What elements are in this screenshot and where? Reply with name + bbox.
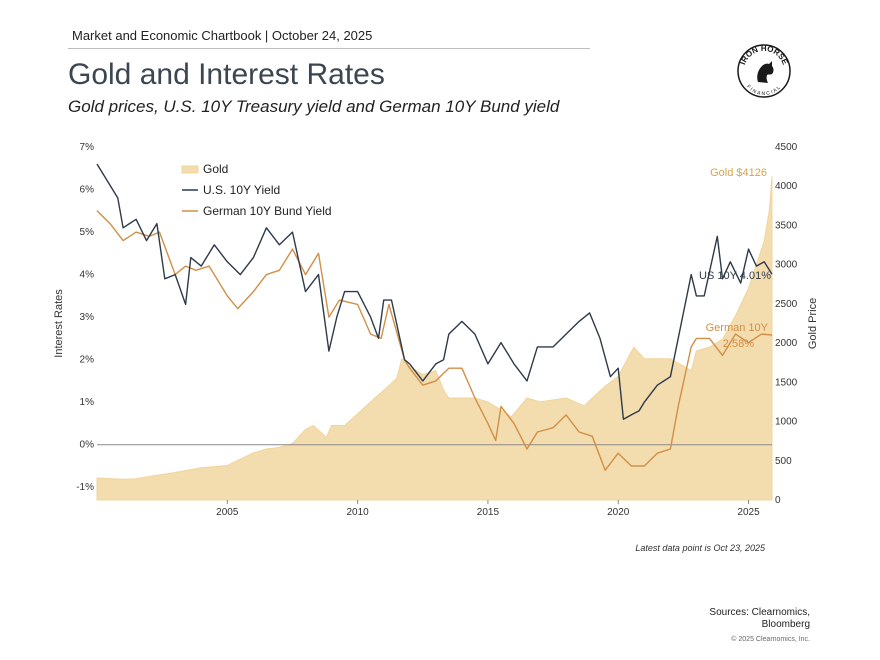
x-tick-label: 2015 [477, 507, 500, 518]
gold-area [96, 176, 773, 501]
y-left-tick-label: -1% [76, 482, 94, 493]
x-tick-label: 2025 [737, 507, 760, 518]
iron-horse-logo: IRON HORSE FINANCIAL [737, 44, 791, 98]
sources-line-1: Sources: Clearnomics, [709, 607, 810, 618]
sources-line-2: Bloomberg [761, 619, 810, 630]
y-right-tick-label: 1500 [775, 377, 798, 388]
y-right-tick-label: 2500 [775, 299, 798, 310]
gold-end-label: Gold $4126 [710, 167, 767, 179]
legend-label-us: U.S. 10Y Yield [203, 183, 280, 197]
latest-data-note: Latest data point is Oct 23, 2025 [635, 543, 765, 553]
bund-yield-line [96, 210, 773, 471]
chartbook-header: Market and Economic Chartbook | October … [72, 28, 373, 43]
y-right-tick-label: 3500 [775, 220, 798, 231]
y-left-tick-label: 5% [80, 227, 95, 238]
x-tick-label: 2005 [216, 507, 239, 518]
x-tick-label: 2020 [607, 507, 630, 518]
y-left-tick-label: 7% [80, 142, 95, 153]
copyright: © 2025 Clearnomics, Inc. [731, 636, 810, 643]
bund-end-label-line-1: German 10Y [706, 322, 769, 334]
y-right-tick-label: 500 [775, 456, 792, 467]
legend-label-gold: Gold [203, 162, 228, 176]
y-right-tick-label: 0 [775, 495, 781, 506]
page-subtitle: Gold prices, U.S. 10Y Treasury yield and… [68, 97, 560, 116]
y-left-tick-label: 4% [80, 270, 95, 281]
x-tick-label: 2010 [346, 507, 369, 518]
page-title: Gold and Interest Rates [68, 58, 385, 91]
us-yield-end-label: US 10Y 4.01% [699, 270, 771, 282]
bund-end-label-line-2: 2.58% [723, 338, 754, 350]
y-left-tick-label: 6% [80, 185, 95, 196]
header-rule [68, 48, 590, 49]
y-left-tick-label: 2% [80, 355, 95, 366]
y-right-tick-label: 2000 [775, 338, 798, 349]
y-right-tick-label: 1000 [775, 417, 798, 428]
y-right-tick-label: 3000 [775, 260, 798, 271]
sources-note: Sources: Clearnomics, Bloomberg [650, 607, 810, 631]
y-left-tick-label: 0% [80, 440, 95, 451]
horse-head-icon [757, 61, 774, 83]
us-yield-line [96, 163, 773, 420]
y-left-axis-title: Interest Rates [53, 289, 65, 358]
y-left-tick-label: 1% [80, 397, 95, 408]
legend-label-bund: German 10Y Bund Yield [203, 204, 332, 218]
legend-swatch-gold [181, 165, 199, 174]
y-right-tick-label: 4500 [775, 142, 798, 153]
y-right-tick-label: 4000 [775, 181, 798, 192]
y-right-axis-title: Gold Price [807, 298, 819, 349]
y-left-tick-label: 3% [80, 312, 95, 323]
